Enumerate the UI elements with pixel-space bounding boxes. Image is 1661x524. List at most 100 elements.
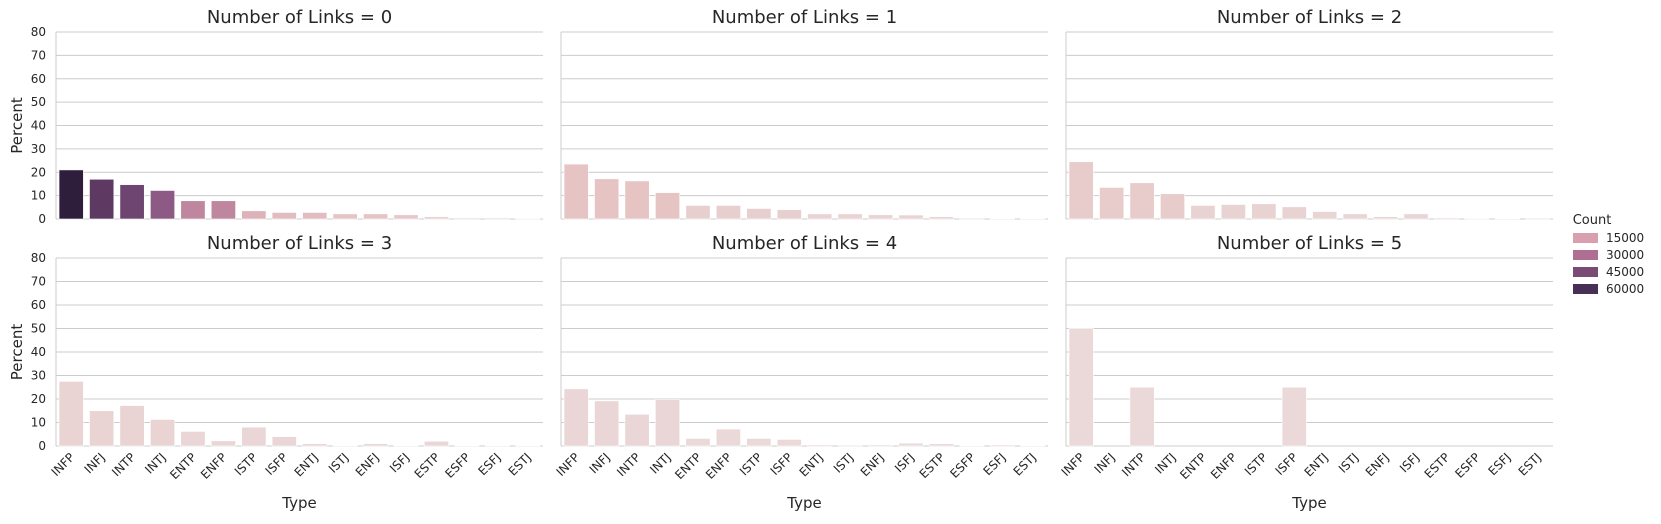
y-axis-label: Percent xyxy=(8,324,26,381)
x-tick-label: ESTJ xyxy=(1011,450,1039,478)
x-tick-label: ISFJ xyxy=(1397,450,1422,475)
legend-title: Count xyxy=(1573,213,1612,228)
bar-intj xyxy=(655,399,679,446)
x-tick-label: INFJ xyxy=(82,450,108,476)
bar-infp xyxy=(1069,329,1093,447)
bar-intj xyxy=(150,419,174,446)
y-tick-label: 70 xyxy=(31,48,46,62)
y-tick-label: 20 xyxy=(31,392,46,406)
x-tick-label: ESFJ xyxy=(475,450,503,478)
legend-label: 60000 xyxy=(1606,282,1644,296)
bar-enfj xyxy=(868,215,892,219)
bar-istj xyxy=(838,214,862,219)
legend-swatch xyxy=(1573,284,1598,294)
bar-infp xyxy=(59,381,83,446)
bar-enfj xyxy=(363,214,387,219)
bar-intp xyxy=(1130,183,1154,219)
bar-isfp xyxy=(777,439,801,446)
y-tick-label: 60 xyxy=(31,72,46,86)
bar-istp xyxy=(242,427,266,446)
x-tick-label: ENFJ xyxy=(1363,450,1392,479)
bar-esfj xyxy=(990,445,1014,446)
bar-infj xyxy=(594,401,618,446)
bar-entp xyxy=(181,201,205,219)
x-tick-label: ESFP xyxy=(442,450,473,481)
x-tick-label: ISTP xyxy=(1242,450,1270,478)
bar-istp xyxy=(242,211,266,219)
y-axis-label: Percent xyxy=(8,97,26,154)
x-tick-label: ISFP xyxy=(1273,450,1301,478)
x-tick-label: ESFJ xyxy=(980,450,1008,478)
bar-estp xyxy=(1434,218,1458,219)
bar-intp xyxy=(1130,387,1154,446)
panel-title: Number of Links = 1 xyxy=(712,7,897,28)
panel-title: Number of Links = 0 xyxy=(207,7,392,28)
x-tick-label: ISFP xyxy=(263,450,291,478)
x-tick-label: ENFP xyxy=(1208,450,1240,482)
x-tick-label: ENFJ xyxy=(858,450,887,479)
x-tick-label: ISFJ xyxy=(892,450,917,475)
legend-label: 15000 xyxy=(1606,231,1644,245)
y-tick-label: 30 xyxy=(31,369,46,383)
x-tick-label: ISTJ xyxy=(326,450,351,475)
bar-estp xyxy=(929,444,953,446)
bar-intp xyxy=(120,185,144,219)
x-tick-label: ISTJ xyxy=(1336,450,1361,475)
bar-esfp xyxy=(1465,218,1489,219)
x-tick-label: ENTJ xyxy=(797,450,826,479)
y-tick-label: 30 xyxy=(31,142,46,156)
bar-enfp xyxy=(211,201,235,219)
bar-isfp xyxy=(1282,207,1306,219)
bar-entj xyxy=(808,445,832,446)
bar-estp xyxy=(929,217,953,219)
y-tick-label: 80 xyxy=(31,25,46,39)
x-tick-label: ESTP xyxy=(917,450,948,481)
panel-title: Number of Links = 5 xyxy=(1217,233,1402,254)
y-tick-label: 40 xyxy=(31,345,46,359)
bar-infp xyxy=(1069,162,1093,219)
x-tick-label: INTJ xyxy=(647,450,673,476)
legend-swatch xyxy=(1573,267,1598,277)
x-tick-label: ESFJ xyxy=(1485,450,1513,478)
bar-enfp xyxy=(1221,205,1245,219)
bar-enfp xyxy=(716,205,740,219)
x-tick-label: ESFP xyxy=(947,450,978,481)
panel-title: Number of Links = 3 xyxy=(207,233,392,254)
x-tick-label: INFJ xyxy=(1092,450,1118,476)
bar-infj xyxy=(1099,187,1123,219)
bar-istp xyxy=(747,208,771,219)
bar-istj xyxy=(1343,214,1367,219)
bar-entp xyxy=(686,205,710,219)
x-axis-label: Type xyxy=(786,494,821,512)
legend-label: 30000 xyxy=(1606,248,1644,262)
bar-istj xyxy=(838,445,862,446)
bar-estp xyxy=(424,441,448,446)
x-tick-label: ENFP xyxy=(703,450,735,482)
y-tick-label: 0 xyxy=(38,212,46,226)
y-tick-label: 10 xyxy=(31,416,46,430)
bar-infj xyxy=(89,411,113,446)
x-tick-label: INFP xyxy=(554,450,583,479)
bar-isfj xyxy=(899,443,923,446)
bar-infj xyxy=(89,179,113,219)
bar-enfj xyxy=(868,445,892,446)
bar-esfj xyxy=(485,218,509,219)
y-tick-label: 40 xyxy=(31,119,46,133)
x-axis-label: Type xyxy=(281,494,316,512)
x-tick-label: INTP xyxy=(1119,450,1148,479)
bar-istj xyxy=(333,214,357,219)
bar-isfj xyxy=(1404,214,1428,219)
x-tick-label: INTP xyxy=(614,450,643,479)
bar-estj xyxy=(516,218,540,219)
x-tick-label: INFJ xyxy=(587,450,613,476)
bar-entj xyxy=(808,214,832,219)
bar-estp xyxy=(424,217,448,219)
x-tick-label: ISTP xyxy=(232,450,260,478)
x-tick-label: INTJ xyxy=(142,450,168,476)
x-tick-label: ISTP xyxy=(737,450,765,478)
y-tick-label: 50 xyxy=(31,95,46,109)
bar-esfp xyxy=(455,218,479,219)
x-tick-label: ISTJ xyxy=(831,450,856,475)
bar-enfj xyxy=(363,444,387,446)
